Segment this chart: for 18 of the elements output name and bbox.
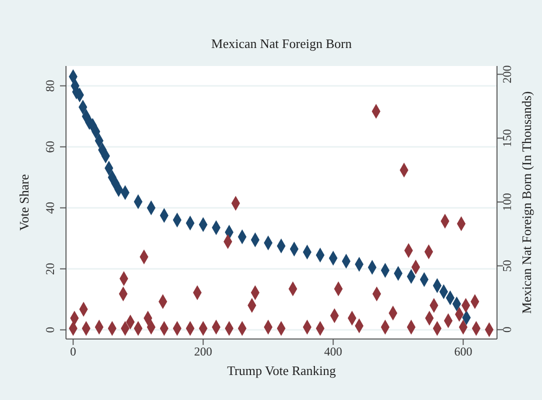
chart-title: Mexican Nat Foreign Born — [210, 36, 353, 52]
y-tick-label: 60 — [43, 140, 57, 153]
y2-tick-label: 150 — [500, 129, 514, 148]
x-tick-label: 600 — [454, 344, 472, 359]
y-tick-label: 40 — [43, 202, 57, 214]
y2-tick-label: 100 — [500, 192, 514, 211]
y-tick-label: 0 — [43, 326, 57, 333]
x-axis-title: Trump Vote Ranking — [227, 363, 336, 378]
y2-tick-label: 200 — [500, 65, 514, 84]
y2-tick-label: 0 — [500, 326, 514, 333]
x-tick-label: 400 — [324, 344, 342, 359]
y2-tick-label: 50 — [500, 260, 514, 272]
x-tick-label: 200 — [194, 344, 212, 359]
x-tick-label: 0 — [70, 344, 76, 359]
y-tick-label: 80 — [43, 80, 57, 92]
y-tick-label: 20 — [43, 262, 57, 275]
y2-axis-title: Mexican Nat Foreign Born (In Thousands) — [519, 91, 534, 314]
y-axis-title: Vote Share — [16, 174, 32, 231]
